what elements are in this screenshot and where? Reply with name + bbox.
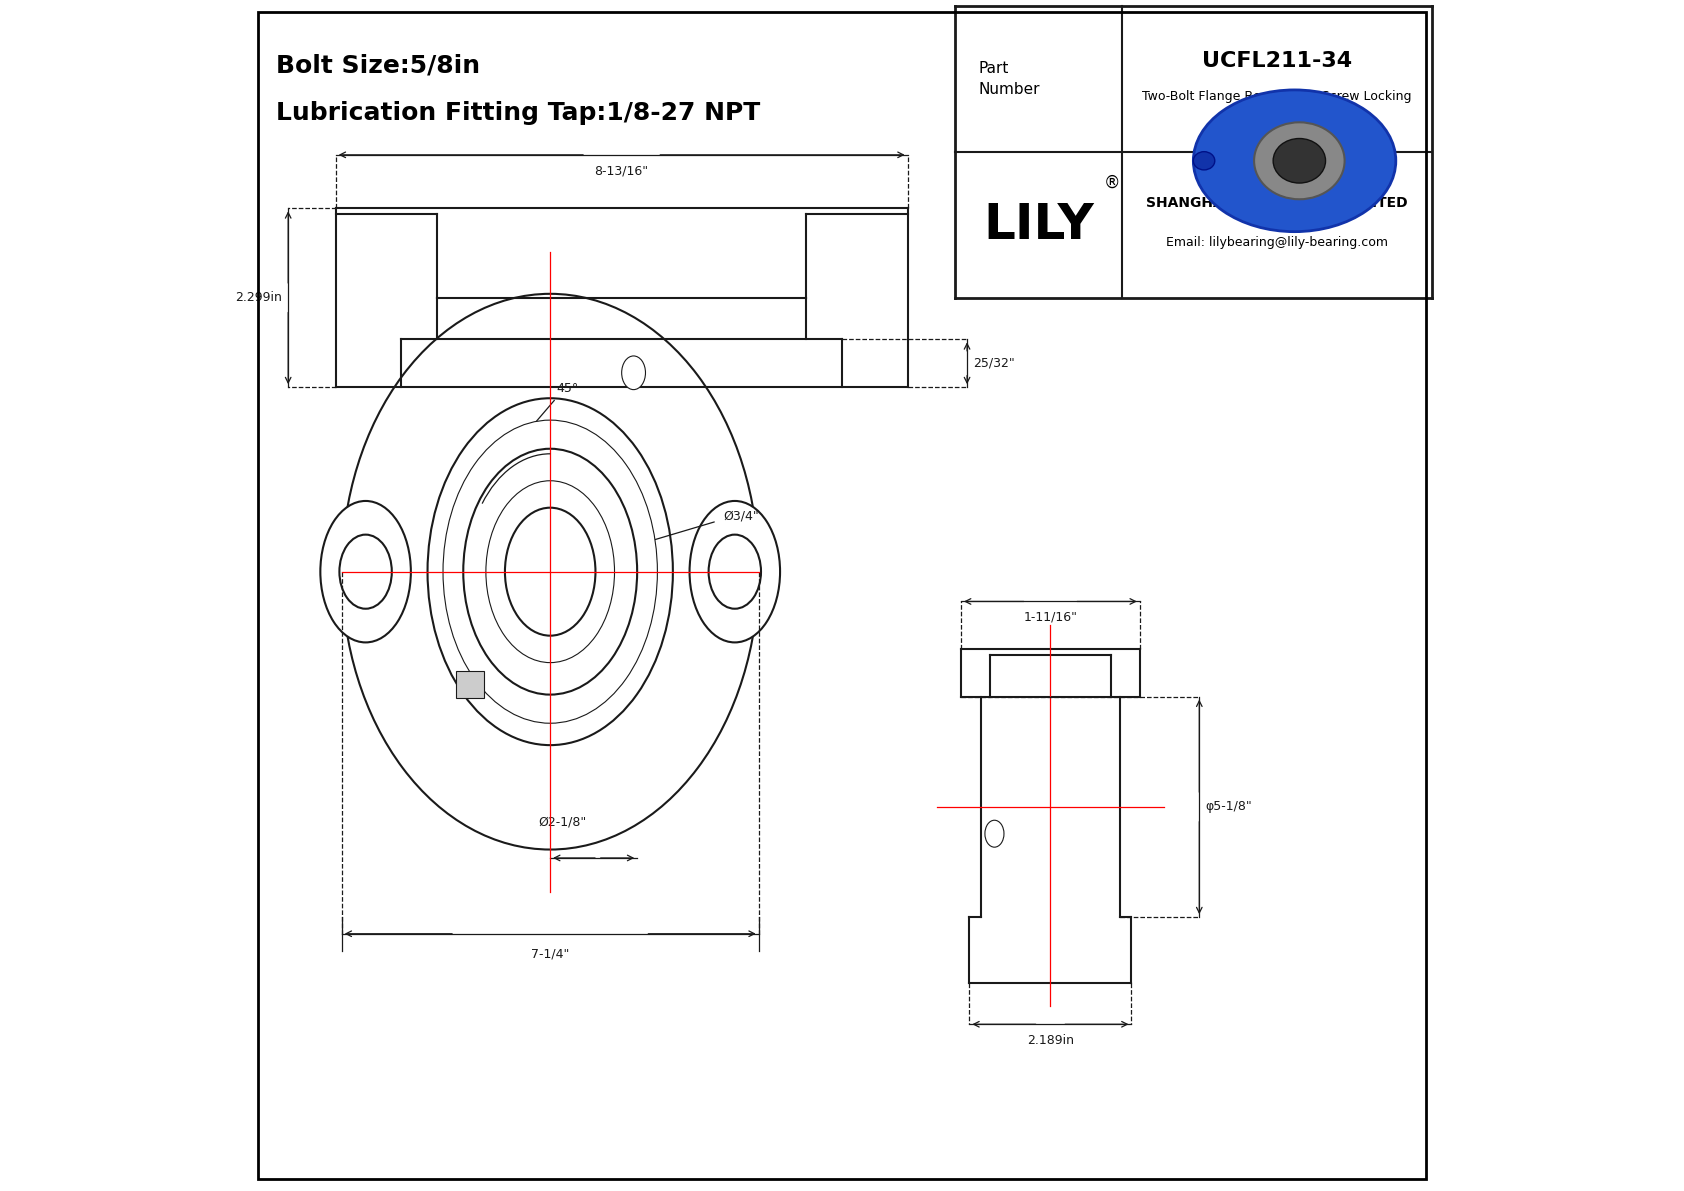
Text: Bolt Size:5/8in: Bolt Size:5/8in <box>276 54 480 77</box>
Text: Ø2-1/8": Ø2-1/8" <box>539 816 586 829</box>
Ellipse shape <box>709 535 761 609</box>
Ellipse shape <box>428 398 674 746</box>
Text: Ø3/4": Ø3/4" <box>722 510 759 523</box>
Text: 2.299in: 2.299in <box>236 292 283 304</box>
Text: Email: lilybearing@lily-bearing.com: Email: lilybearing@lily-bearing.com <box>1165 236 1388 249</box>
Text: φ5-1/8": φ5-1/8" <box>1206 800 1251 813</box>
Text: 2.189in: 2.189in <box>1027 1034 1074 1047</box>
Text: 7-1/4": 7-1/4" <box>530 947 569 960</box>
Text: LILY: LILY <box>983 201 1095 249</box>
Text: 25/32": 25/32" <box>973 357 1015 369</box>
Text: 45°: 45° <box>556 382 578 395</box>
Text: Two-Bolt Flange Bearing Set Screw Locking: Two-Bolt Flange Bearing Set Screw Lockin… <box>1142 91 1411 104</box>
Text: UCFL211-34: UCFL211-34 <box>1202 51 1352 71</box>
Ellipse shape <box>443 420 657 723</box>
Text: 1-11/16": 1-11/16" <box>1024 611 1078 624</box>
Text: ®: ® <box>1105 174 1120 192</box>
Text: Lubrication Fitting Tap:1/8-27 NPT: Lubrication Fitting Tap:1/8-27 NPT <box>276 101 761 125</box>
Ellipse shape <box>985 821 1004 847</box>
Ellipse shape <box>505 507 596 636</box>
Ellipse shape <box>340 535 392 609</box>
Ellipse shape <box>487 481 615 662</box>
Text: SHANGHAI LILY BEARING LIMITED: SHANGHAI LILY BEARING LIMITED <box>1145 197 1408 211</box>
Text: Part
Number: Part Number <box>978 61 1041 96</box>
Ellipse shape <box>463 449 637 694</box>
Bar <box>456 672 485 698</box>
Text: 8-13/16": 8-13/16" <box>594 164 648 177</box>
Ellipse shape <box>621 356 645 389</box>
Ellipse shape <box>320 501 411 642</box>
Ellipse shape <box>342 294 758 849</box>
Ellipse shape <box>689 501 780 642</box>
